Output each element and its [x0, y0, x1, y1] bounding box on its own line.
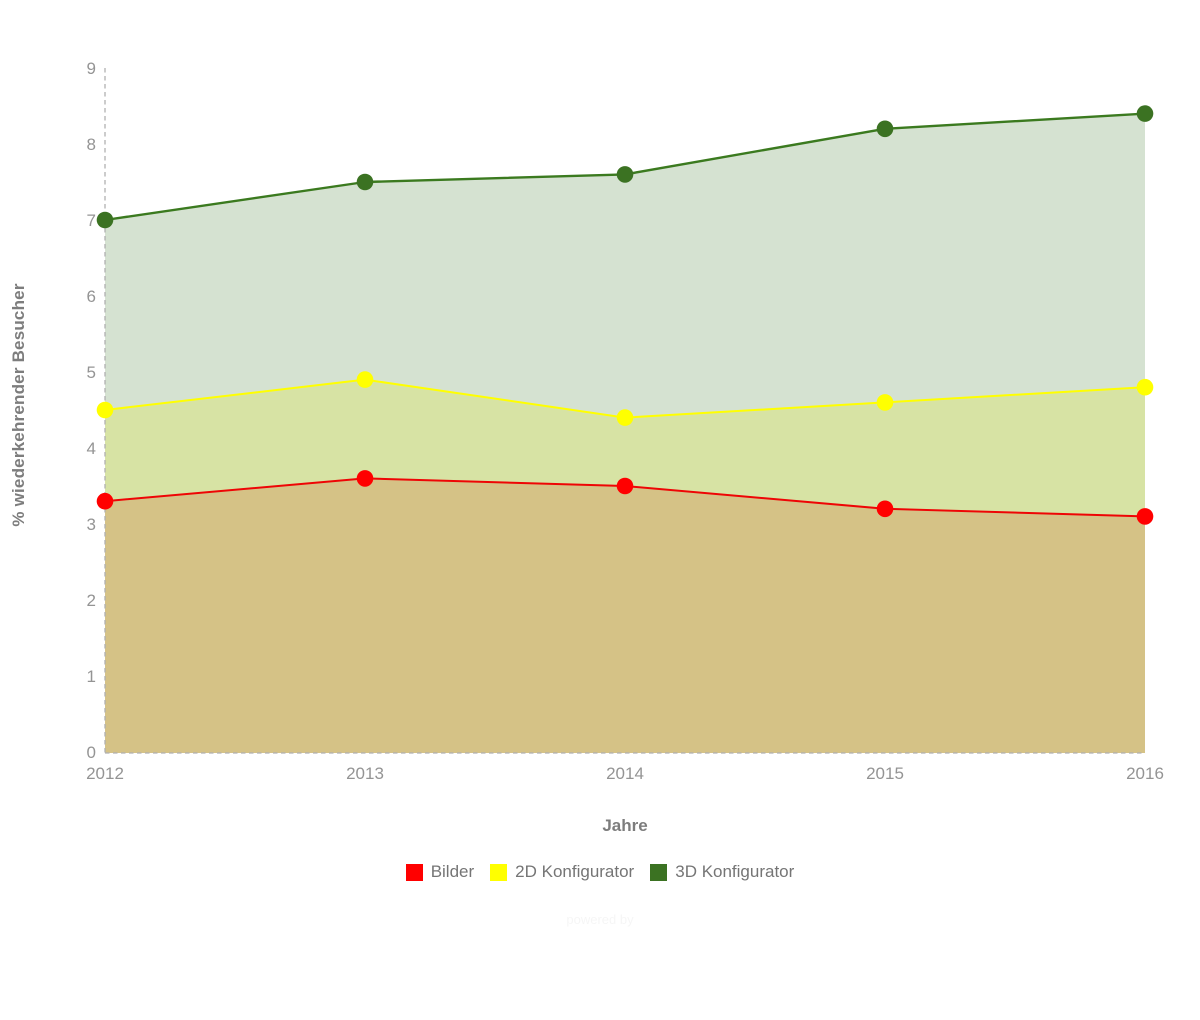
data-point-2d-konfigurator-2012	[96, 401, 114, 419]
plot-area: 0 1 2 3 4 5 6 7 8 9 2012 2013 2014 2015 2016	[86, 59, 1164, 783]
y-tick-label-1: 1	[87, 667, 96, 686]
x-axis-title: Jahre	[602, 816, 648, 835]
x-tick-label-2015: 2015	[866, 764, 904, 783]
legend-item-3d-konfigurator[interactable]: 3D Konfigurator	[650, 862, 794, 882]
legend-label-2d-konfigurator: 2D Konfigurator	[515, 862, 635, 881]
area-band-1	[105, 478, 1145, 753]
y-tick-label-9: 9	[87, 59, 96, 78]
area-band-3	[105, 113, 1145, 418]
x-tick-label-2014: 2014	[606, 764, 644, 783]
data-point-3d-konfigurator-2013	[356, 173, 374, 191]
data-point-bilder-2012	[96, 492, 114, 510]
data-point-bilder-2016	[1136, 508, 1154, 525]
data-point-3d-konfigurator-2016	[1136, 105, 1154, 122]
data-point-2d-konfigurator-2015	[876, 394, 894, 411]
legend-label-3d-konfigurator: 3D Konfigurator	[675, 862, 795, 881]
legend-item-bilder[interactable]: Bilder	[405, 862, 475, 882]
data-point-2d-konfigurator-2016	[1136, 378, 1154, 396]
legend-swatch-bilder	[405, 863, 423, 881]
y-tick-label-7: 7	[87, 211, 96, 230]
y-tick-label-8: 8	[87, 135, 96, 154]
data-point-bilder-2013	[356, 470, 374, 487]
y-tick-label-0: 0	[87, 743, 96, 762]
legend-swatch-3d-konfigurator	[650, 863, 668, 881]
x-tick-label-2012: 2012	[86, 764, 124, 783]
x-tick-label-2016: 2016	[1126, 764, 1164, 783]
data-point-2d-konfigurator-2014	[616, 409, 634, 426]
data-point-bilder-2014	[616, 477, 634, 495]
legend: Bilder 2D Konfigurator 3D Konfigurator	[0, 862, 1200, 882]
area-band-2	[105, 379, 1145, 517]
data-point-bilder-2015	[876, 500, 894, 518]
legend-label-bilder: Bilder	[430, 862, 475, 881]
watermark: powered by	[566, 912, 634, 927]
y-tick-label-6: 6	[87, 287, 96, 306]
data-point-3d-konfigurator-2012	[96, 211, 114, 229]
data-point-2d-konfigurator-2013	[356, 371, 374, 388]
legend-swatch-2d-konfigurator	[490, 863, 508, 881]
y-tick-label-2: 2	[87, 591, 96, 610]
y-tick-label-4: 4	[87, 439, 96, 458]
x-tick-label-2013: 2013	[346, 764, 384, 783]
y-tick-label-5: 5	[87, 363, 96, 382]
data-point-3d-konfigurator-2015	[876, 120, 894, 138]
legend-item-2d-konfigurator[interactable]: 2D Konfigurator	[490, 862, 634, 882]
y-tick-label-3: 3	[87, 515, 96, 534]
data-point-3d-konfigurator-2014	[616, 166, 634, 183]
